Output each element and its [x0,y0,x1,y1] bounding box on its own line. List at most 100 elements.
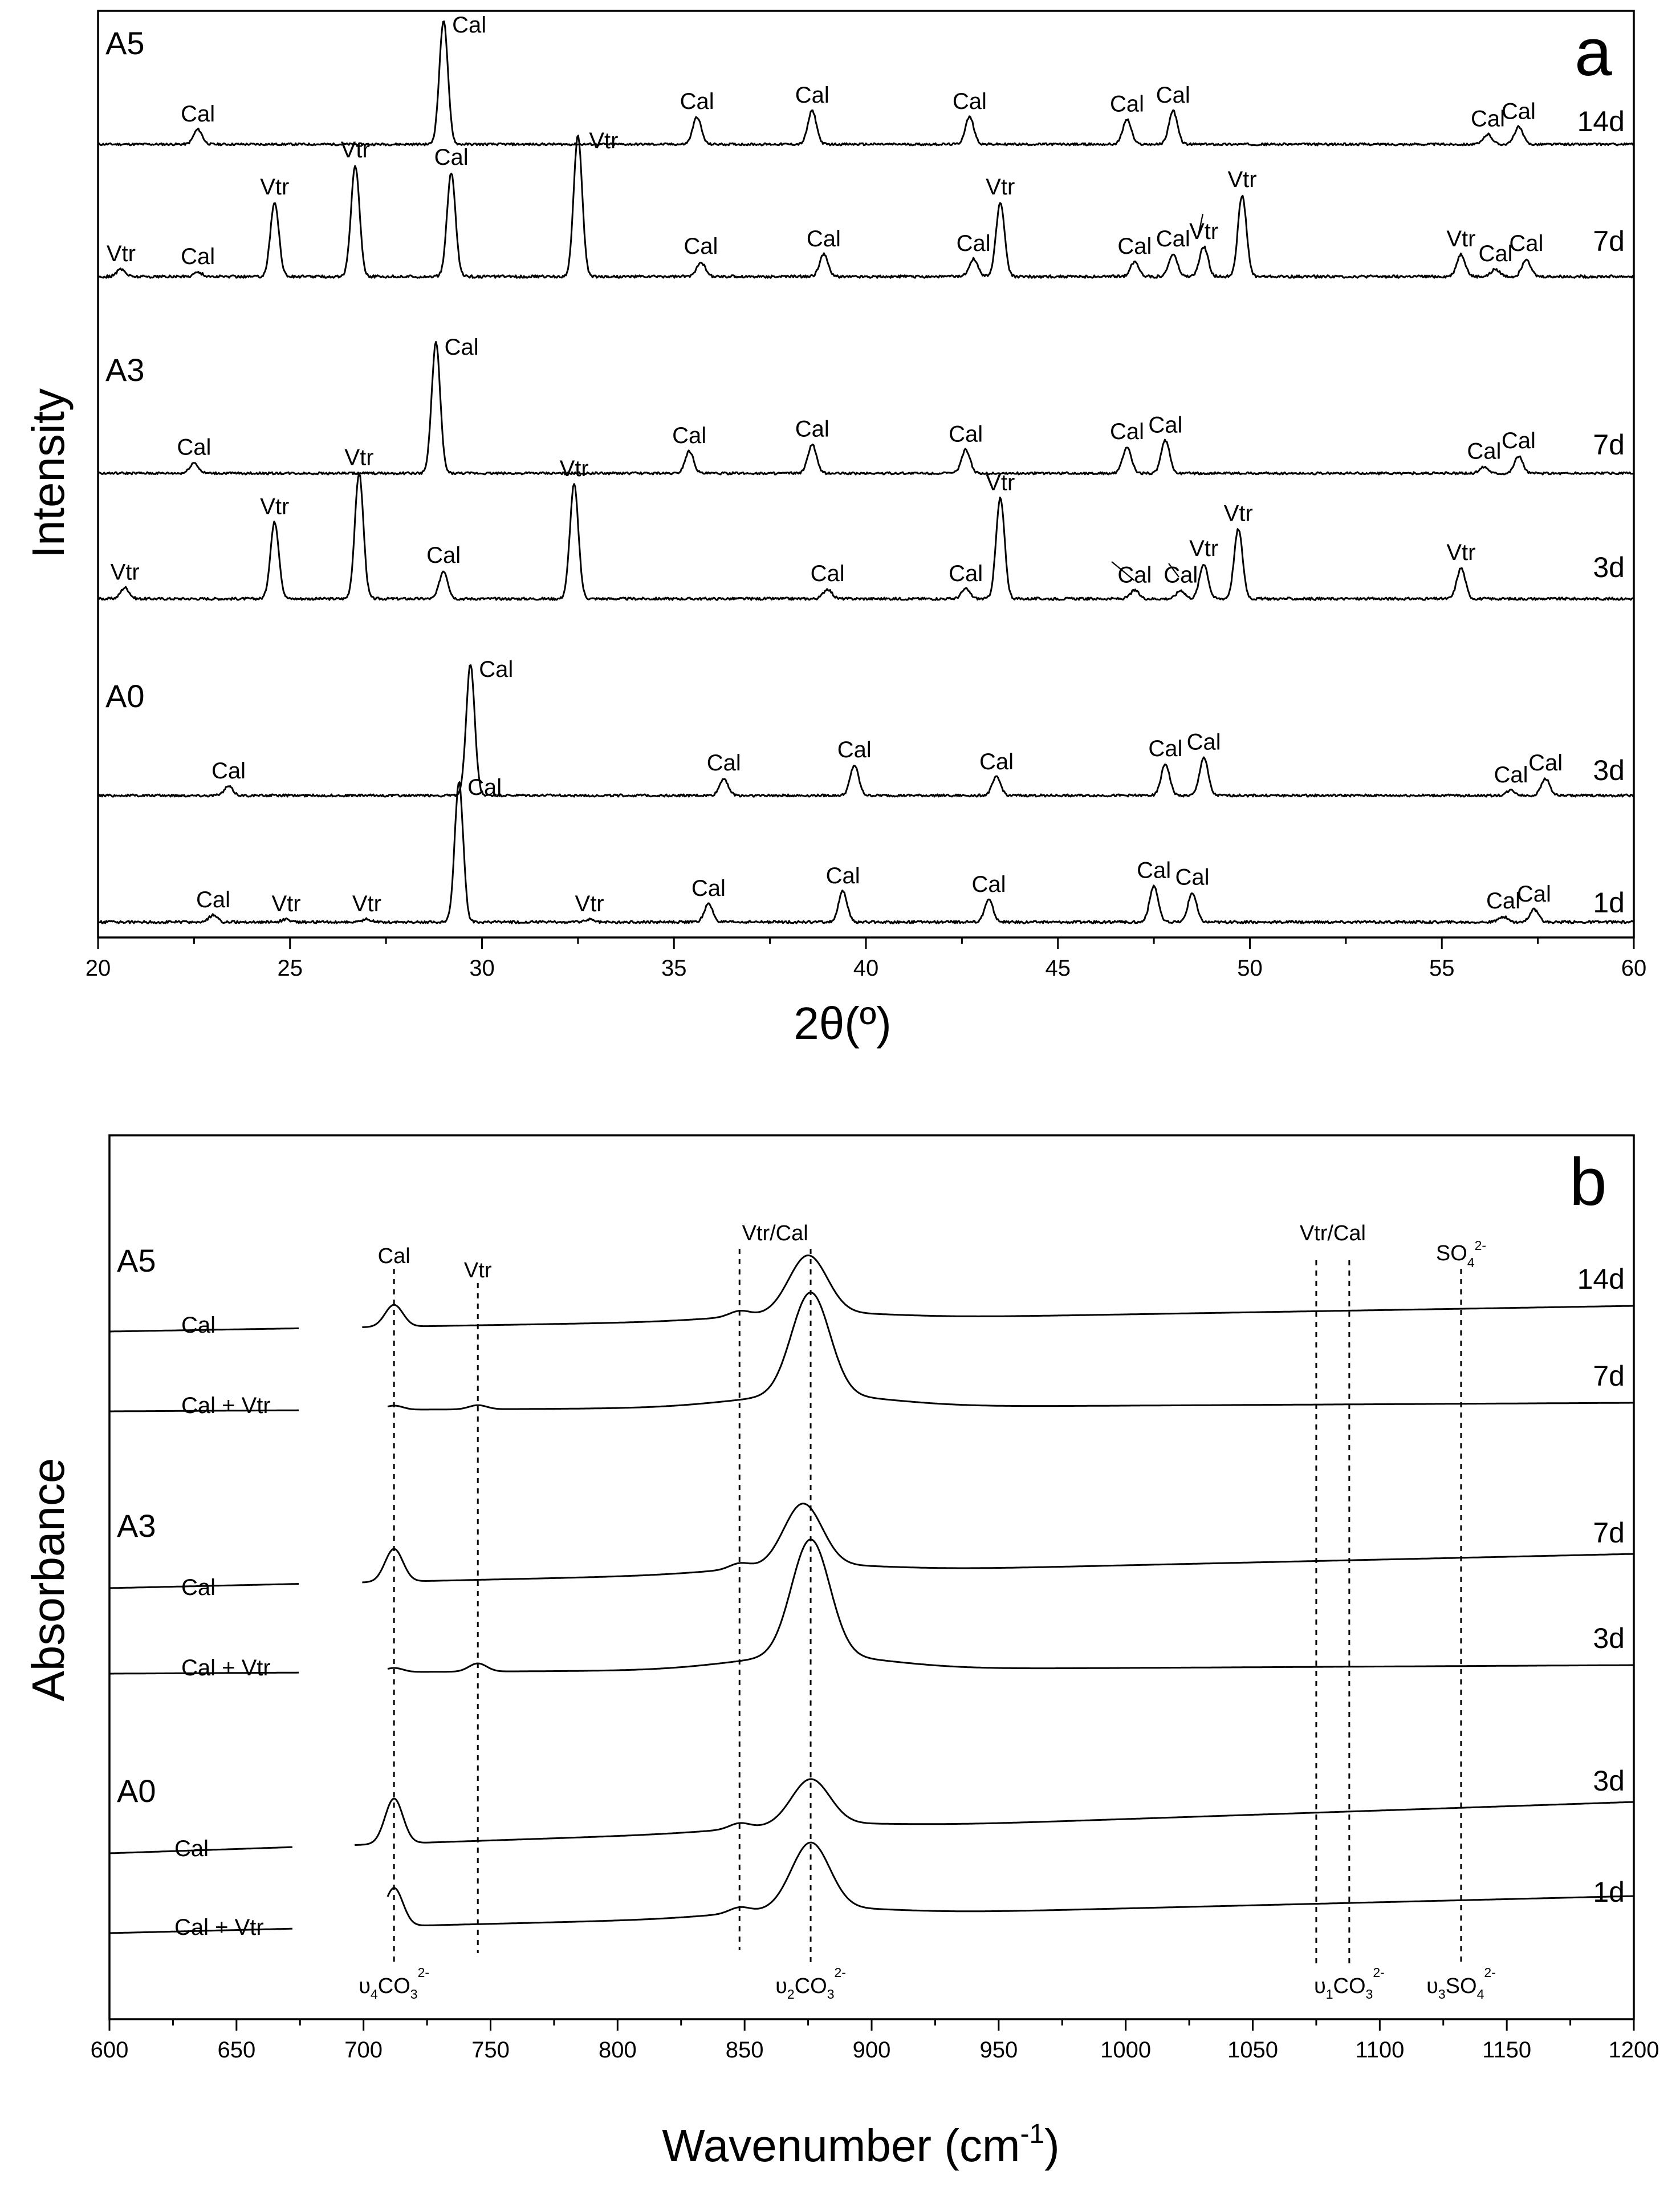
band-sub2: 3 [410,1987,418,2002]
time-label-a5-7d: 7d [1593,225,1625,257]
peak-label-a3-3d-5: Cal [811,561,845,586]
peak-label-a3-3d-3: Cal [426,543,461,568]
peak-label-a0-1d-1: Vtr [271,891,300,916]
peak-label-a5-14d-8: Cal [1502,99,1536,124]
sample-label-a3: A3 [105,352,145,388]
peak-label-a5-7d-15: Cal [1479,241,1513,266]
panel-a-label: a [1575,15,1612,90]
band-sub1: 3 [1438,1987,1446,2002]
peak-label-a0-3d-1: Cal [479,657,513,682]
peak-label-a5-7d-11: Cal [1156,226,1190,251]
band-symbol: υ [1314,1974,1326,1998]
ftir-trace-a5-7d [109,1292,1634,1412]
peak-label-a5-7d-13: Vtr [1227,167,1256,192]
x-tick-label-35: 35 [661,956,687,981]
x-tick-label-60: 60 [1621,956,1647,981]
peak-label-a3-7d-6: Cal [1148,413,1182,438]
panel-a-xrd-chart: a Intensity 2θ(º) 20 25 30 35 40 45 50 55 60 Cal… [23,10,1647,1049]
band-sub2: 3 [1366,1987,1373,2002]
time-label-ftir-a3-3d: 3d [1593,1622,1625,1654]
peak-label-a5-14d-4: Cal [953,89,987,114]
wn-tick-label-1200: 1200 [1609,2037,1659,2063]
sample-label-a0: A0 [105,678,145,714]
band-sub1: 1 [1326,1987,1333,2002]
band-sup: 2- [1373,1965,1384,1980]
peak-label-a5-14d-5: Cal [1110,91,1144,116]
panel-a-x-axis-title: 2θ(º) [794,998,891,1049]
panel-b-x-ticks: 600 650 700 750 800 850 900 950 1000 1050 1100 1150… [91,2019,1659,2063]
phase-label-a0-1d: Cal + Vtr [174,1915,264,1940]
peak-label-a0-3d-8: Cal [1528,750,1563,776]
time-label-a5-14d: 14d [1577,105,1625,137]
peak-label-a3-3d-4: Vtr [560,456,589,481]
xrd-trace-a0-3d [97,664,1634,798]
panel-b-y-axis-title: Absorbance [23,1458,74,1702]
time-label-ftir-a5-14d: 14d [1577,1263,1625,1295]
peak-label-a5-14d-7: Cal [1471,107,1505,132]
band-mid: SO [1446,1974,1477,1998]
wn-tick-label-950: 950 [979,2037,1018,2063]
sample-label-a3-ftir: A3 [117,1508,156,1544]
peak-label-a5-7d-9: Vtr [986,174,1015,200]
x-tick-label-25: 25 [278,956,303,981]
time-label-a0-3d: 3d [1593,754,1625,786]
wn-tick-label-900: 900 [853,2037,891,2063]
time-label-ftir-a3-7d: 7d [1593,1517,1625,1549]
band-label-top-1075: Vtr/Cal [1300,1221,1366,1245]
ftir-trace-a3-7d [109,1503,1634,1589]
leader-line-a3-3d-cal-48 [1168,563,1179,578]
time-label-ftir-a0-1d: 1d [1593,1876,1625,1908]
band-symbol: υ [775,1974,787,1998]
peak-label-a3-3d-2: Vtr [344,445,373,470]
peak-label-a0-1d-2: Vtr [352,891,381,916]
panel-b-label: b [1569,1144,1607,1220]
peak-label-a0-1d-0: Cal [196,887,230,912]
wn-tick-label-800: 800 [599,2037,637,2063]
peak-label-a5-7d-12: Vtr [1189,219,1218,244]
wn-tick-label-1050: 1050 [1227,2037,1278,2063]
phase-label-a3-3d: Cal + Vtr [181,1655,271,1680]
peak-label-a0-1d-3: Cal [467,775,502,800]
panel-a-y-axis-title: Intensity [23,388,74,558]
peak-label-a3-3d-9: Cal [1164,562,1198,587]
panel-a-traces [97,20,1635,924]
x-tick-label-55: 55 [1429,956,1455,981]
time-label-ftir-a5-7d: 7d [1593,1360,1625,1392]
peak-label-a0-1d-4: Vtr [575,891,604,916]
band-label-top-1132: SO42- [1436,1238,1486,1270]
panel-b-x-axis-title: Wavenumber (cm-1) [662,2119,1060,2171]
panel-b-reference-lines: Calυ4CO32-VtrVtr/Calυ2CO32-Vtr/Calυ1CO32… [359,1221,1496,2002]
peak-label-a5-14d-2: Cal [680,89,714,114]
band-symbol: υ [1426,1974,1438,1998]
peak-label-a3-7d-1: Cal [445,335,479,360]
wn-tick-label-1000: 1000 [1100,2037,1151,2063]
time-label-a3-7d: 7d [1593,429,1625,461]
band-mid: CO [795,1974,827,1998]
panel-b-x-axis-title-sup: -1 [1020,2119,1044,2149]
peak-label-a3-7d-5: Cal [1110,419,1144,444]
peak-label-a0-3d-4: Cal [979,749,1014,774]
peak-label-a0-3d-0: Cal [211,758,246,784]
ftir-trace-a0-1d [109,1841,1634,1934]
band-label-bottom-1132: υ3SO42- [1426,1965,1496,2002]
panel-b-x-axis-title-main: Wavenumber (cm [662,2120,1020,2171]
xrd-trace-a5-7d [97,135,1634,279]
peak-label-a3-3d-1: Vtr [260,494,289,519]
wn-tick-label-1100: 1100 [1355,2037,1404,2063]
peak-label-a5-7d-14: Vtr [1446,226,1475,251]
panel-b-x-axis-title-close: ) [1044,2120,1060,2171]
peak-label-a5-14d-1: Cal [452,13,486,38]
peak-label-a5-14d-6: Cal [1156,83,1190,108]
peak-label-a5-7d-6: Cal [684,234,718,259]
band-sub1: 4 [371,1987,378,2002]
peak-label-a5-7d-1: Cal [181,244,215,269]
peak-label-a3-3d-12: Vtr [1446,540,1475,565]
band-label-top-712: Cal [378,1244,410,1268]
x-tick-label-30: 30 [469,956,495,981]
peak-label-a5-14d-3: Cal [795,83,829,108]
peak-label-a0-3d-3: Cal [837,737,872,762]
band-sup: 2- [1484,1965,1495,1980]
band-sup: 2- [835,1965,846,1980]
wn-tick-label-1150: 1150 [1482,2037,1531,2063]
